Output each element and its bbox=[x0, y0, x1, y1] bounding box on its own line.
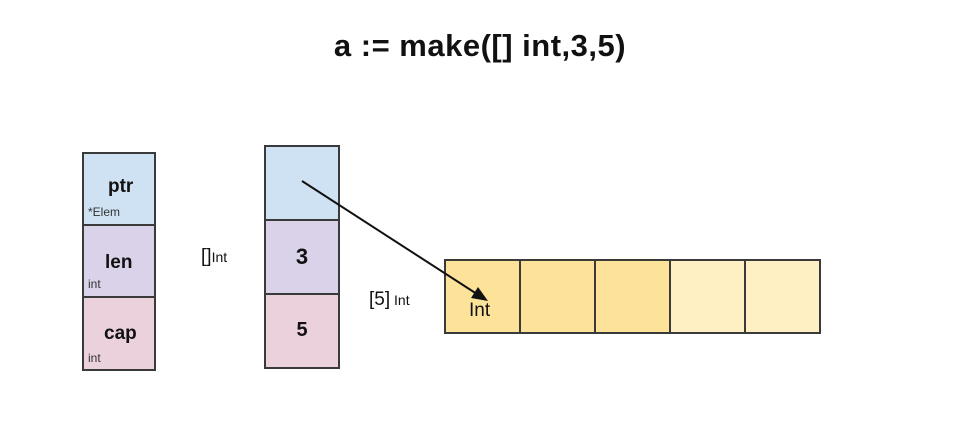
array-cell bbox=[669, 259, 746, 334]
array-first-label: Int bbox=[469, 300, 491, 321]
len-field: len int bbox=[82, 224, 156, 298]
slice-len-cell: 3 bbox=[264, 219, 340, 295]
array-type-bracket: [5] bbox=[369, 289, 391, 310]
cap-field: cap int bbox=[82, 296, 156, 371]
ptr-field-type: *Elem bbox=[88, 205, 121, 219]
array-type-name: Int bbox=[394, 292, 410, 308]
slice-len-value: 3 bbox=[295, 244, 309, 269]
cap-field-name: cap bbox=[104, 323, 137, 344]
len-field-type: int bbox=[88, 277, 101, 291]
len-field-name: len bbox=[105, 252, 133, 273]
pointer-arrowhead bbox=[471, 287, 488, 301]
pointer-arrow bbox=[301, 180, 481, 297]
diagram-title: a := make([] int,3,5) bbox=[333, 28, 627, 63]
slice-cap-cell: 5 bbox=[264, 293, 340, 369]
ptr-field: ptr *Elem bbox=[82, 152, 156, 226]
slice-type-name: Int bbox=[211, 249, 228, 265]
ptr-field-name: ptr bbox=[108, 176, 134, 197]
slice-cap-value: 5 bbox=[296, 319, 308, 341]
array-cell bbox=[519, 259, 596, 334]
slice-type-bracket: [] bbox=[201, 246, 212, 267]
array-cell bbox=[744, 259, 821, 334]
cap-field-type: int bbox=[88, 351, 101, 365]
slice-ptr-cell bbox=[264, 145, 340, 221]
slice-type-label: []Int bbox=[201, 246, 227, 268]
array-type-label: [5] Int bbox=[369, 289, 410, 311]
